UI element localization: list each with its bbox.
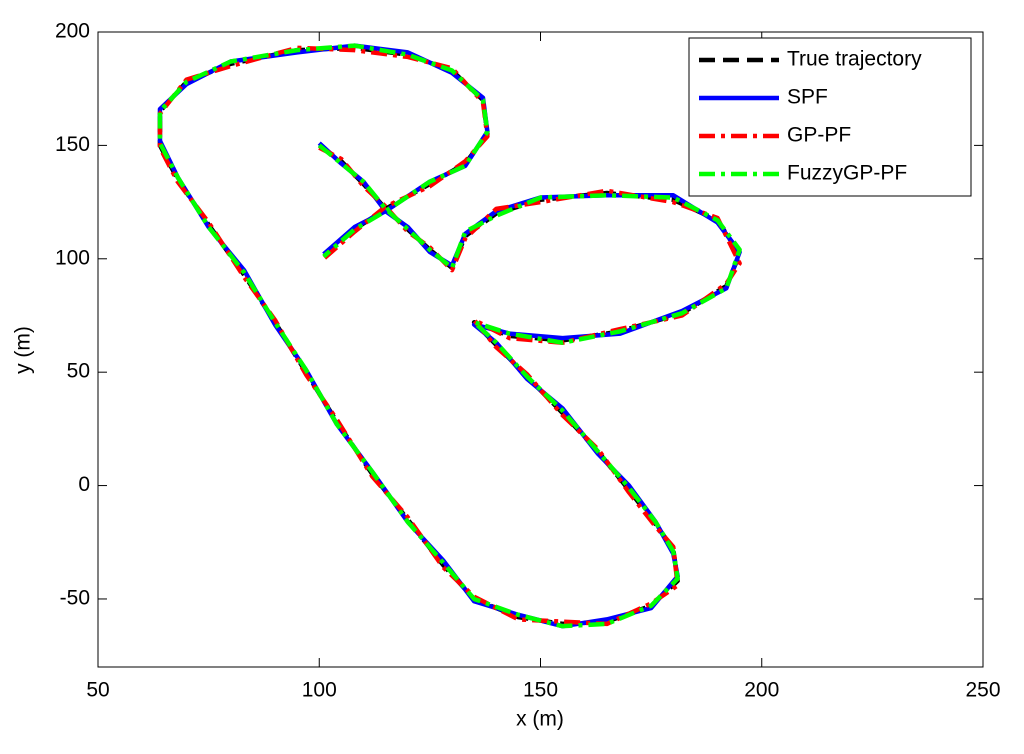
y-tick-label: -50 bbox=[60, 587, 90, 610]
x-tick-label: 150 bbox=[523, 679, 558, 702]
x-tick-label: 50 bbox=[86, 679, 109, 702]
series-line bbox=[157, 43, 742, 629]
y-tick-label: 50 bbox=[67, 360, 90, 383]
y-tick-label: 200 bbox=[55, 20, 90, 43]
y-tick-label: 150 bbox=[55, 133, 90, 156]
x-tick-label: 100 bbox=[302, 679, 337, 702]
legend-label: GP-PF bbox=[787, 124, 851, 147]
x-tick-label: 200 bbox=[744, 679, 779, 702]
x-tick-label: 250 bbox=[965, 679, 1000, 702]
legend-label: SPF bbox=[787, 86, 828, 109]
x-axis-label: x (m) bbox=[516, 708, 564, 731]
legend-label: True trajectory bbox=[787, 48, 922, 71]
y-tick-label: 0 bbox=[78, 473, 90, 496]
legend-box bbox=[688, 37, 972, 197]
y-tick-label: 100 bbox=[55, 246, 90, 269]
legend-label: FuzzyGP-PF bbox=[787, 162, 907, 185]
y-axis-label: y (m) bbox=[12, 326, 35, 374]
